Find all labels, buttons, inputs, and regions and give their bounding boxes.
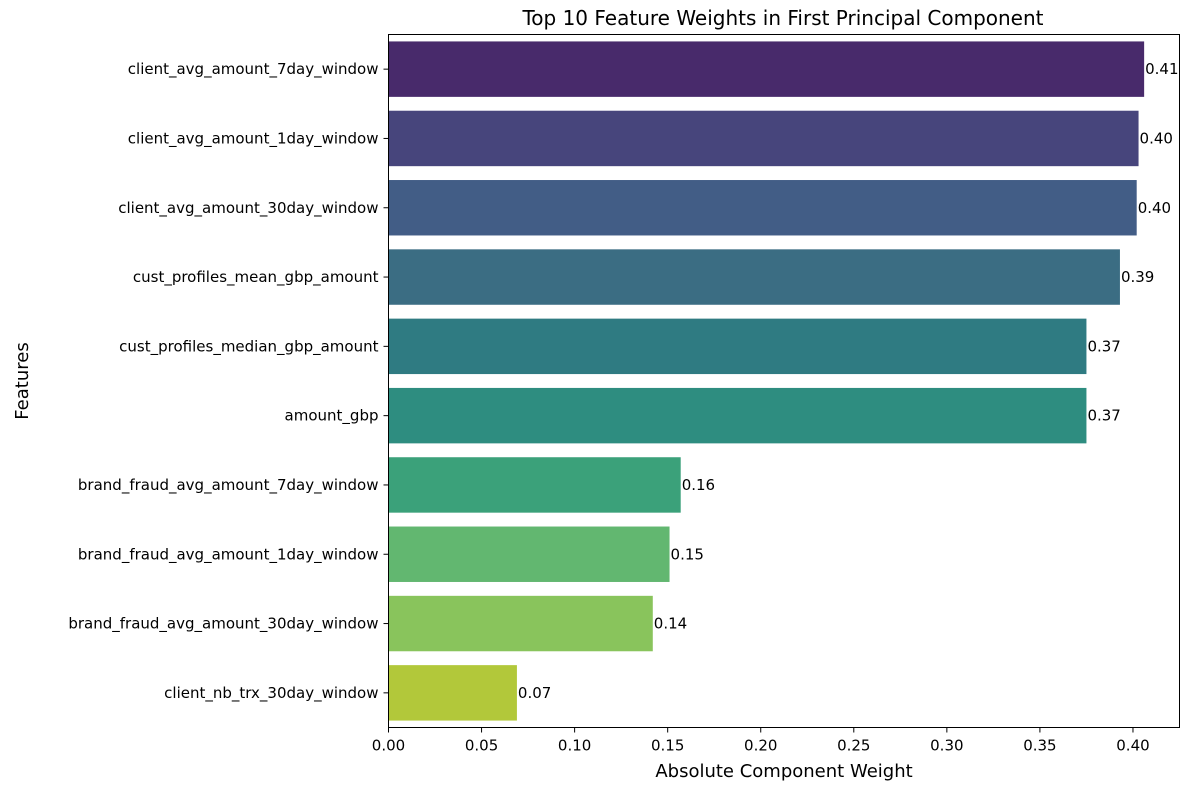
x-tick-label: 0.10: [558, 737, 591, 755]
data-label-amount_gbp: 0.37: [1087, 407, 1120, 425]
bar-brand_fraud_avg_amount_1day_window: [388, 526, 670, 582]
x-tick-label: 0.20: [744, 737, 777, 755]
data-labels-group: 0.41 0.40 0.40 0.39 0.37 0.37 0.16 0.15 0.14 0.07: [518, 60, 1179, 702]
bar-cust_profiles_median_gbp_amount: [388, 318, 1087, 375]
y-tick-label: client_nb_trx_30day_window: [164, 684, 378, 703]
chart-title: Top 10 Feature Weights in First Principa…: [521, 6, 1043, 30]
x-tick-label: 0.40: [1116, 737, 1149, 755]
y-tick-label: cust_profiles_mean_gbp_amount: [133, 268, 379, 287]
y-tick-label: brand_fraud_avg_amount_1day_window: [78, 545, 379, 564]
bar-cust_profiles_mean_gbp_amount: [388, 249, 1120, 305]
x-tick-label: 0.15: [651, 737, 684, 755]
data-label-brand_fraud_avg_amount_30day_window: 0.14: [654, 615, 687, 633]
bar-brand_fraud_avg_amount_30day_window: [388, 595, 653, 652]
x-tick-label: 0.05: [465, 737, 498, 755]
data-label-client_avg_amount_7day_window: 0.41: [1145, 60, 1178, 78]
x-axis-ticks: 0.00 0.05 0.10 0.15 0.20 0.25 0.30 0.35 0.40: [372, 727, 1150, 755]
y-tick-label: amount_gbp: [285, 407, 379, 426]
data-label-client_nb_trx_30day_window: 0.07: [518, 684, 551, 702]
data-label-brand_fraud_avg_amount_7day_window: 0.16: [682, 476, 715, 494]
data-label-client_avg_amount_1day_window: 0.40: [1140, 129, 1173, 147]
y-tick-label: cust_profiles_median_gbp_amount: [119, 337, 378, 356]
y-tick-label: brand_fraud_avg_amount_30day_window: [68, 615, 378, 634]
x-axis-label: Absolute Component Weight: [655, 761, 912, 782]
bar-client_avg_amount_7day_window: [388, 41, 1145, 97]
bar-amount_gbp: [388, 387, 1087, 444]
data-label-client_avg_amount_30day_window: 0.40: [1138, 199, 1171, 217]
y-tick-label: client_avg_amount_1day_window: [128, 129, 379, 148]
bar-brand_fraud_avg_amount_7day_window: [388, 457, 681, 513]
data-label-brand_fraud_avg_amount_1day_window: 0.15: [671, 545, 704, 563]
data-label-cust_profiles_median_gbp_amount: 0.37: [1087, 337, 1120, 355]
x-tick-label: 0.00: [372, 737, 405, 755]
x-tick-label: 0.35: [1023, 737, 1056, 755]
bar-client_avg_amount_30day_window: [388, 180, 1137, 236]
bar-client_avg_amount_1day_window: [388, 110, 1139, 167]
bars-group: [388, 41, 1145, 721]
y-tick-label: brand_fraud_avg_amount_7day_window: [78, 476, 379, 495]
x-tick-label: 0.30: [930, 737, 963, 755]
x-tick-label: 0.25: [837, 737, 870, 755]
y-axis-ticks: client_avg_amount_7day_window client_avg_…: [68, 60, 389, 703]
bar-client_nb_trx_30day_window: [388, 665, 517, 721]
y-tick-label: client_avg_amount_30day_window: [118, 199, 378, 218]
y-axis-label: Features: [12, 342, 33, 419]
data-label-cust_profiles_mean_gbp_amount: 0.39: [1121, 268, 1154, 286]
y-tick-label: client_avg_amount_7day_window: [128, 60, 379, 79]
plot-frame: [388, 34, 1180, 728]
